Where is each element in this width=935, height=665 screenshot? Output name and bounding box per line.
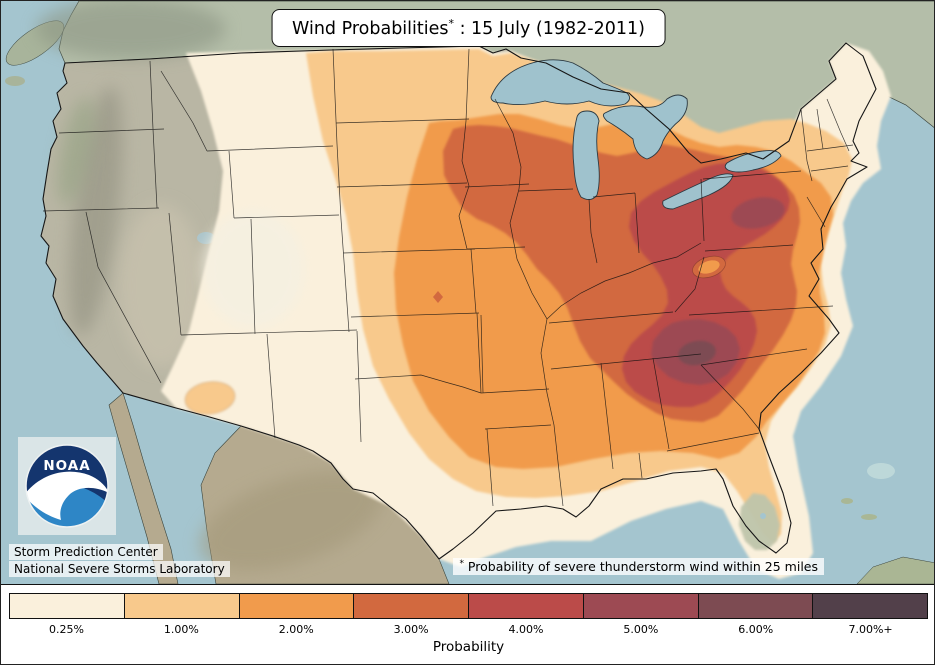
great-lakes (490, 59, 782, 210)
us-outline (40, 42, 877, 560)
legend-swatch (353, 594, 468, 618)
legend-swatch (468, 594, 583, 618)
contour-hole-inner (698, 260, 720, 274)
lake-superior (490, 59, 630, 107)
footnote-asterisk: * (459, 558, 464, 569)
cuba-land (856, 556, 934, 584)
legend-label: 2.00% (278, 623, 314, 636)
legend-swatch (812, 594, 927, 618)
noaa-logo-text: NOAA (43, 458, 90, 474)
legend-label: 4.00% (508, 623, 544, 636)
lake-michigan (572, 110, 600, 200)
legend-label: 5.00% (623, 623, 659, 636)
legend-swatch (123, 594, 239, 618)
footnote: * Probability of severe thunderstorm win… (453, 557, 824, 575)
legend-swatch (10, 594, 124, 618)
legend-label: 6.00% (738, 623, 774, 636)
legend-label: 1.00% (163, 623, 199, 636)
credits: Storm Prediction Center National Severe … (9, 544, 230, 577)
legend-label: 3.00% (393, 623, 429, 636)
legend-label: 0.25% (48, 623, 84, 636)
contour-6-core (678, 340, 716, 366)
south-florida-terrain (739, 493, 780, 550)
legend-swatch (582, 594, 698, 618)
probability-legend: 0.25% 1.00% 2.00% 3.00% 4.00% 5.00% 6.00… (1, 584, 934, 664)
title-asterisk: * (448, 17, 455, 30)
map-area: NOAA Wind Probabilities* : 15 July (1982… (1, 1, 934, 584)
bahama-bank (867, 463, 895, 479)
contour-5-north (731, 197, 785, 229)
credit-line-spc: Storm Prediction Center (9, 544, 163, 560)
us-probability-map: NOAA (1, 1, 934, 584)
gull-icon (26, 471, 108, 520)
island-cay (841, 498, 853, 504)
legend-color-bar (9, 593, 928, 619)
legend-swatch (697, 594, 813, 618)
contour-arizona-spot (184, 381, 236, 415)
contour-kansas-dot (433, 291, 443, 303)
baja-california (108, 392, 179, 584)
legend-swatch (238, 594, 354, 618)
lake-okeechobee (760, 513, 766, 519)
probability-contours (161, 43, 891, 579)
state-borders (42, 48, 854, 507)
legend-label: 7.00%+ (848, 623, 893, 636)
credit-line-nssl: National Severe Storms Laboratory (9, 561, 230, 577)
island-cay2 (861, 514, 877, 520)
legend-labels: 0.25% 1.00% 2.00% 3.00% 4.00% 5.00% 6.00… (9, 623, 928, 636)
noaa-logo: NOAA (18, 437, 116, 535)
map-title: Wind Probabilities* : 15 July (1982-2011… (271, 9, 666, 47)
coastal-island (5, 76, 25, 86)
legend-title: Probability (432, 639, 505, 655)
